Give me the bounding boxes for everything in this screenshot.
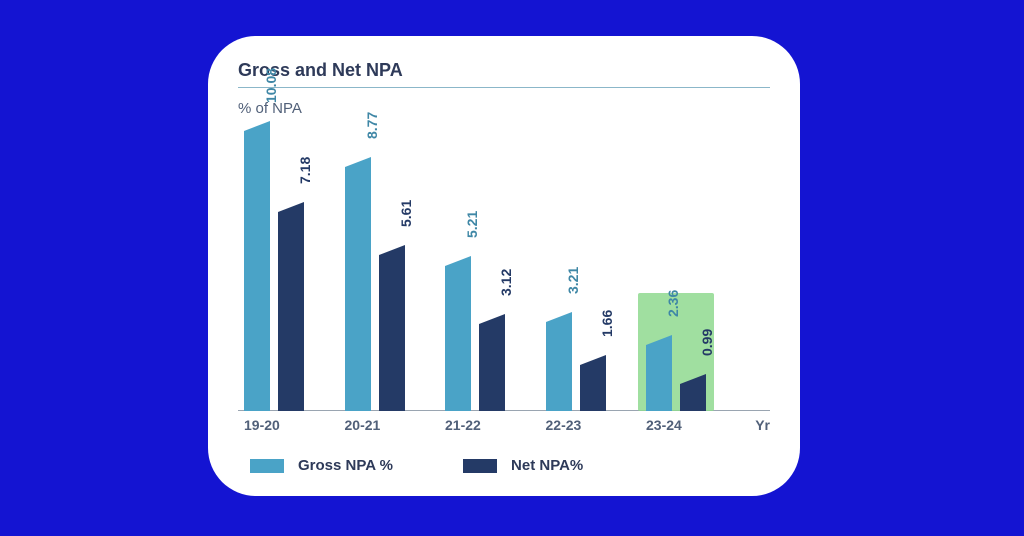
value-label-gross: 2.36 bbox=[665, 290, 681, 317]
bar-gross bbox=[345, 167, 371, 411]
value-label-gross: 5.21 bbox=[464, 211, 480, 238]
bar-net bbox=[680, 384, 706, 412]
bar-group: 2.360.9923-24 bbox=[646, 131, 734, 411]
plot-area: Yr 10.087.1819-208.775.6120-215.213.1221… bbox=[238, 131, 770, 411]
category-label: 23-24 bbox=[646, 417, 682, 433]
legend-swatch bbox=[463, 459, 497, 473]
stage: Gross and Net NPA % of NPA Yr 10.087.181… bbox=[0, 0, 1024, 536]
value-label-gross: 10.08 bbox=[263, 68, 279, 103]
value-label-gross: 8.77 bbox=[364, 112, 380, 139]
bar-net bbox=[580, 365, 606, 411]
bar-gross bbox=[646, 345, 672, 411]
bar-net bbox=[379, 255, 405, 411]
bar-group: 10.087.1819-20 bbox=[244, 131, 332, 411]
bar-gross bbox=[445, 266, 471, 411]
legend-label: Gross NPA % bbox=[298, 457, 393, 474]
chart-subtitle: % of NPA bbox=[238, 100, 770, 117]
legend-item: Net NPA% bbox=[463, 457, 583, 474]
x-axis-label: Yr bbox=[755, 417, 770, 433]
bar-net bbox=[479, 324, 505, 411]
value-label-net: 5.61 bbox=[398, 200, 414, 227]
chart-card: Gross and Net NPA % of NPA Yr 10.087.181… bbox=[208, 36, 800, 496]
value-label-net: 0.99 bbox=[699, 328, 715, 355]
category-label: 22-23 bbox=[546, 417, 582, 433]
value-label-net: 7.18 bbox=[297, 156, 313, 183]
bar-gross bbox=[244, 131, 270, 411]
value-label-net: 1.66 bbox=[599, 310, 615, 337]
value-label-gross: 3.21 bbox=[565, 267, 581, 294]
bar-group: 3.211.6622-23 bbox=[546, 131, 634, 411]
bar-net bbox=[278, 212, 304, 411]
bar-group: 8.775.6120-21 bbox=[345, 131, 433, 411]
bar-group: 5.213.1221-22 bbox=[445, 131, 533, 411]
title-rule bbox=[238, 87, 770, 88]
value-label-net: 3.12 bbox=[498, 269, 514, 296]
bar-gross bbox=[546, 322, 572, 411]
legend: Gross NPA % Net NPA% bbox=[238, 457, 770, 474]
legend-label: Net NPA% bbox=[511, 457, 583, 474]
legend-item: Gross NPA % bbox=[250, 457, 393, 474]
category-label: 20-21 bbox=[345, 417, 381, 433]
legend-swatch bbox=[250, 459, 284, 473]
bar-groups: 10.087.1819-208.775.6120-215.213.1221-22… bbox=[244, 131, 734, 411]
category-label: 21-22 bbox=[445, 417, 481, 433]
category-label: 19-20 bbox=[244, 417, 280, 433]
chart-title: Gross and Net NPA bbox=[238, 60, 770, 81]
